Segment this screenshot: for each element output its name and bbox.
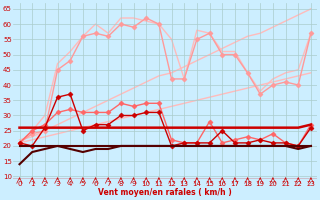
X-axis label: Vent moyen/en rafales ( km/h ): Vent moyen/en rafales ( km/h ) bbox=[98, 188, 232, 197]
